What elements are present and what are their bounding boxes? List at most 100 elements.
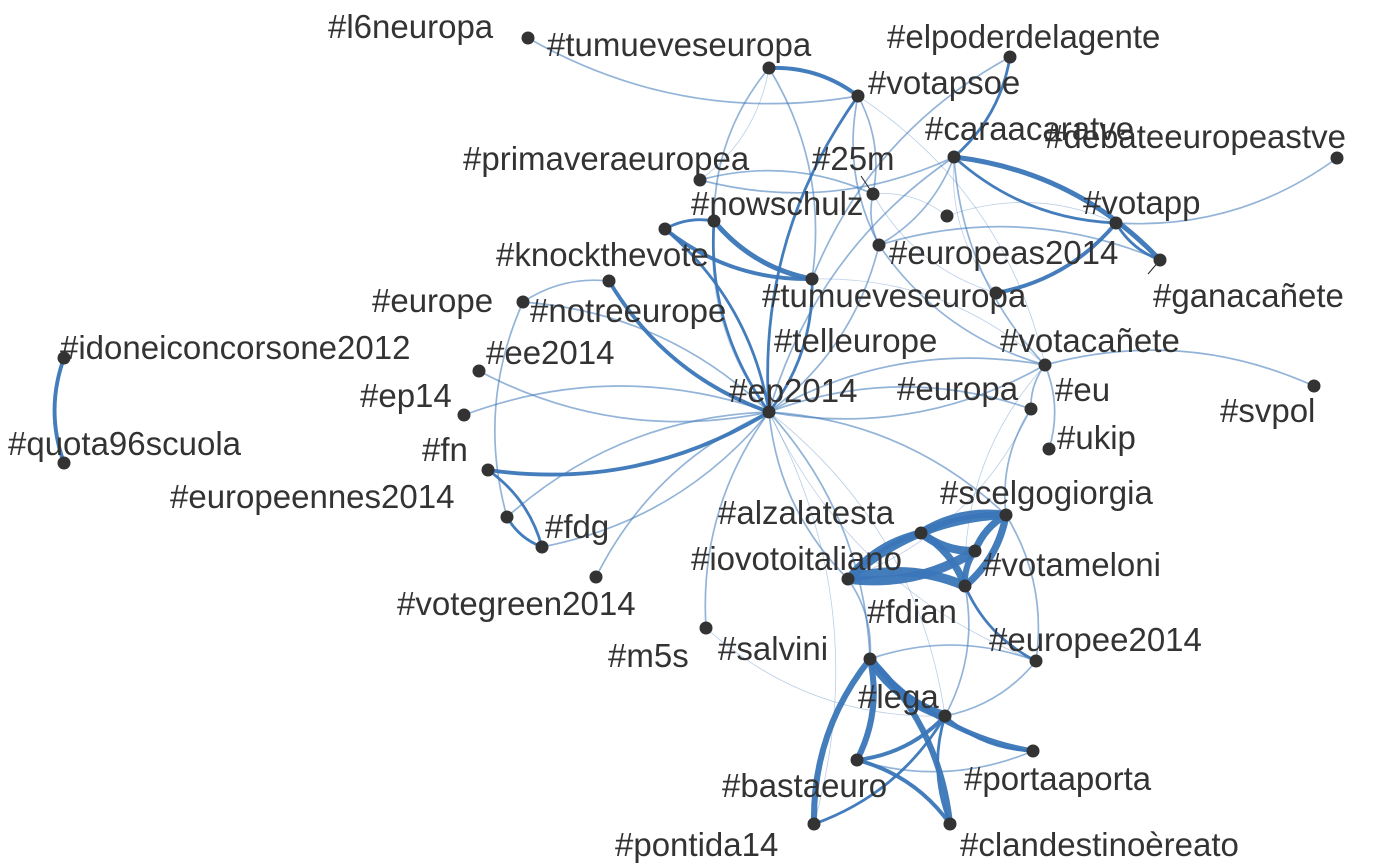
node-pontida14[interactable] <box>807 817 821 831</box>
edge-votacanete-svpol <box>1044 349 1315 387</box>
mesh-edge-tumueveseuropa-top-primaveraeuropea <box>699 67 770 181</box>
node-ukip[interactable] <box>1042 442 1056 456</box>
node-scelgogiorgia[interactable] <box>999 508 1013 522</box>
node-l6neuropa[interactable] <box>521 31 535 45</box>
node-votapp[interactable] <box>1109 216 1123 230</box>
label-m5s: #m5s <box>608 637 689 674</box>
edge-primaveraeuropea-25m <box>699 169 874 195</box>
edge-europeas2014-ganacanete <box>878 225 1161 261</box>
edge-ep2014-notreeurope <box>607 279 771 414</box>
label-quota96scuola: #quota96scuola <box>8 425 242 462</box>
node-clandestinoereato[interactable] <box>943 817 957 831</box>
label-knockthevote: #knockthevote <box>496 236 709 273</box>
node-europeas-dot2[interactable] <box>940 209 954 223</box>
node-fdian[interactable] <box>958 579 972 593</box>
label-25m: #25m <box>812 140 895 177</box>
label-fdg: #fdg <box>545 508 609 545</box>
node-ee2014[interactable] <box>472 364 486 378</box>
mesh-edge-ep2014-pontida14 <box>768 411 837 825</box>
mesh-edge-25m-tumueveseuropa-r <box>872 193 997 294</box>
label-iovotoitaliano: #iovotoitaliano <box>691 540 902 577</box>
node-votegreen2014[interactable] <box>589 570 603 584</box>
node-elpoderdelagente[interactable] <box>1003 50 1017 64</box>
edge-ep2014-nowschulz <box>711 219 771 414</box>
edge-caraacaratve-primaveraeuropea <box>699 156 955 194</box>
label-scelgogiorgia: #scelgogiorgia <box>940 474 1153 511</box>
node-europee2014[interactable] <box>1029 654 1043 668</box>
node-quota96scuola[interactable] <box>57 456 71 470</box>
node-fn[interactable] <box>481 463 495 477</box>
edge-salvini-pontida14 <box>810 655 874 828</box>
edge-salvini-europee2014 <box>869 644 1037 662</box>
label-votameloni: #votameloni <box>983 546 1161 583</box>
labels-layer: #l6neuropa #tumueveseuropa #elpoderdelagen… <box>8 8 1346 863</box>
node-tumueveseuropa-top[interactable] <box>762 61 776 75</box>
node-25m[interactable] <box>866 187 880 201</box>
edge-elpoderdelagente-tumueveseuropa <box>811 56 1011 280</box>
node-notreeurope[interactable] <box>602 274 616 288</box>
node-bastaeuro[interactable] <box>850 753 864 767</box>
label-fn: #fn <box>422 431 468 468</box>
label-europe: #europe <box>372 282 493 319</box>
node-salvini[interactable] <box>863 652 877 666</box>
edge-lega-pontida14 <box>812 714 947 826</box>
edge-ep2014-salvini <box>768 411 871 660</box>
edge-ep2014-m5s <box>704 411 770 629</box>
node-knockthevote[interactable] <box>658 222 672 236</box>
label-tumueveseuropa: #tumueveseuropa <box>762 277 1027 314</box>
node-portaaporta[interactable] <box>1026 744 1040 758</box>
mesh-edge-europa-iovotoitaliano <box>847 408 1032 580</box>
edge-ep2014-votegreen2014 <box>595 411 770 578</box>
node-nowschulz[interactable] <box>707 214 721 228</box>
node-ep2014[interactable] <box>762 405 776 419</box>
edge-caraacaratve-europeas2014 <box>878 156 955 246</box>
node-fdg[interactable] <box>535 540 549 554</box>
node-europa[interactable] <box>1024 402 1038 416</box>
edge-l6neuropa-votapsoe <box>527 37 859 105</box>
node-caraacaratve[interactable] <box>947 150 961 164</box>
node-svpol[interactable] <box>1307 379 1321 393</box>
node-votameloni[interactable] <box>968 544 982 558</box>
edge-votapp-debateeuropeastve <box>1115 157 1338 225</box>
label-telleurope: #telleurope <box>774 322 937 359</box>
node-votapsoe[interactable] <box>851 89 865 103</box>
label-europee2014: #europee2014 <box>989 621 1202 658</box>
edge-ep2014-votacanete <box>768 357 1046 413</box>
edge-ep2014-knockthevote <box>663 227 771 414</box>
node-europeennes2014[interactable] <box>500 510 514 524</box>
label-l6neuropa: #l6neuropa <box>328 8 494 45</box>
node-m5s[interactable] <box>699 621 713 635</box>
node-idoneiconcorsone2012[interactable] <box>57 351 71 365</box>
mesh-edge-eu-fdian <box>964 364 1046 587</box>
node-tumueveseuropa-r[interactable] <box>989 286 1003 300</box>
mesh-edge-ep2014-europee2014 <box>768 411 1037 662</box>
label-europa: #europa <box>897 370 1019 407</box>
edge-ep2014-europa <box>768 386 1032 413</box>
edge-ep2014-europe <box>522 301 770 413</box>
edge-europee2014-fdian <box>963 584 1038 663</box>
label-ukip: #ukip <box>1057 419 1136 456</box>
node-europe[interactable] <box>516 295 530 309</box>
node-primaveraeuropea[interactable] <box>693 173 707 187</box>
node-alzalatesta[interactable] <box>914 526 928 540</box>
mesh-edge-m5s-lega <box>705 627 946 717</box>
node-lega[interactable] <box>938 709 952 723</box>
label-ganacanete: #ganacañete <box>1153 277 1344 314</box>
label-ep14: #ep14 <box>360 377 452 414</box>
mesh-edge-europeas-dot2-25m <box>872 193 948 217</box>
node-iovotoitaliano[interactable] <box>841 572 855 586</box>
node-debateeuropeastve[interactable] <box>1330 151 1344 165</box>
edge-lega-clandestinoereato <box>936 714 952 826</box>
edge-ep2014-votapsoe <box>766 94 860 414</box>
node-ep14[interactable] <box>457 408 471 422</box>
node-ganacanete[interactable] <box>1153 253 1167 267</box>
edge-europee2014-scelgogiorgia <box>1005 514 1040 662</box>
label-votacanete: #votacañete <box>1000 322 1180 359</box>
edge-caraacaratve-ganacanete <box>951 154 1163 263</box>
mesh-edge-nowschulz-ep2014 <box>712 220 770 413</box>
edge-ep2014-scelgogiorgia <box>768 411 1007 516</box>
node-europeas2014[interactable] <box>872 238 886 252</box>
edge-knockthevote-tumueveseuropa <box>663 227 814 281</box>
node-tumueveseuropa[interactable] <box>805 272 819 286</box>
node-votacanete[interactable] <box>1038 358 1052 372</box>
